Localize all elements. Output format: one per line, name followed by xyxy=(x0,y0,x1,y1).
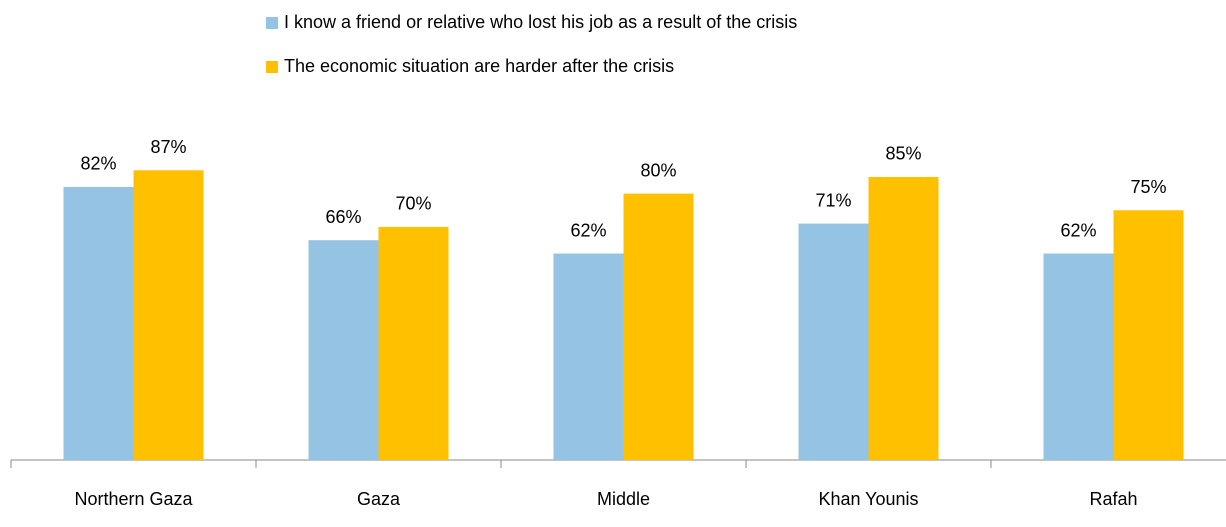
legend-swatch xyxy=(266,17,278,29)
bar xyxy=(798,223,869,460)
value-label: 87% xyxy=(150,137,186,157)
bar xyxy=(553,253,624,460)
x-tick-label: Khan Younis xyxy=(818,489,918,509)
value-label: 70% xyxy=(395,194,431,214)
bar xyxy=(1043,253,1114,460)
x-tick-label: Middle xyxy=(597,489,650,509)
x-tick-label: Gaza xyxy=(357,489,401,509)
value-label: 75% xyxy=(1130,177,1166,197)
bar xyxy=(378,226,449,460)
x-tick-label: Northern Gaza xyxy=(74,489,193,509)
value-label: 62% xyxy=(570,220,606,240)
value-label: 80% xyxy=(640,160,676,180)
value-label: 82% xyxy=(80,154,116,174)
value-label: 62% xyxy=(1060,220,1096,240)
x-tick-label: Rafah xyxy=(1089,489,1137,509)
value-label: 66% xyxy=(325,207,361,227)
legend-label: The economic situation are harder after … xyxy=(284,56,674,76)
bar xyxy=(623,193,694,460)
value-label: 71% xyxy=(815,190,851,210)
legend-swatch xyxy=(266,61,278,73)
bar xyxy=(133,170,204,461)
value-label: 85% xyxy=(885,144,921,164)
bar xyxy=(308,240,379,460)
bar xyxy=(1113,210,1184,460)
bar xyxy=(868,176,939,460)
legend-label: I know a friend or relative who lost his… xyxy=(284,12,797,32)
bar xyxy=(63,186,134,460)
